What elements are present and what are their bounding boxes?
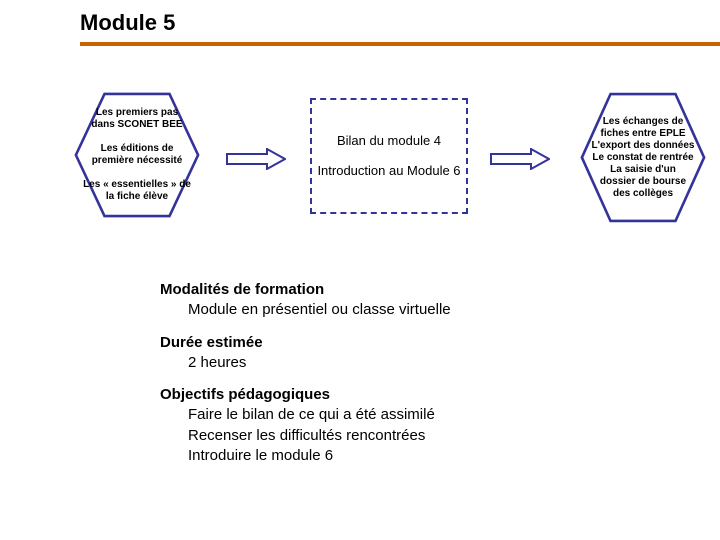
right-hexagon-label: Les échanges de fiches entre EPLE L'expo…: [578, 90, 708, 225]
section-body-modalites: Module en présentiel ou classe virtuelle: [188, 300, 680, 320]
section-head-objectifs: Objectifs pédagogiques: [160, 385, 680, 405]
page-title: Module 5: [80, 10, 175, 36]
arrow-right: [490, 148, 550, 170]
left-hexagon-label: Les premiers pas dans SCONET BEE Les édi…: [72, 90, 202, 220]
arrow-icon: [490, 148, 550, 170]
center-dashed-box: Bilan du module 4 Introduction au Module…: [310, 98, 468, 214]
section-head-duree: Durée estimée: [160, 333, 680, 353]
module-diagram: Les premiers pas dans SCONET BEE Les édi…: [0, 80, 720, 280]
section-body-objectifs: Faire le bilan de ce qui a été assimilé …: [188, 405, 680, 466]
left-hexagon: Les premiers pas dans SCONET BEE Les édi…: [72, 90, 202, 220]
title-underline: [80, 42, 720, 46]
center-box-bottom-label: Introduction au Module 6: [317, 163, 460, 179]
center-box-top-label: Bilan du module 4: [337, 133, 441, 149]
section-head-modalites: Modalités de formation: [160, 280, 680, 300]
arrow-left: [226, 148, 286, 170]
text-content: Modalités de formation Module en présent…: [160, 280, 680, 466]
right-hexagon: Les échanges de fiches entre EPLE L'expo…: [578, 90, 708, 225]
section-body-duree: 2 heures: [188, 353, 680, 373]
arrow-icon: [226, 148, 286, 170]
